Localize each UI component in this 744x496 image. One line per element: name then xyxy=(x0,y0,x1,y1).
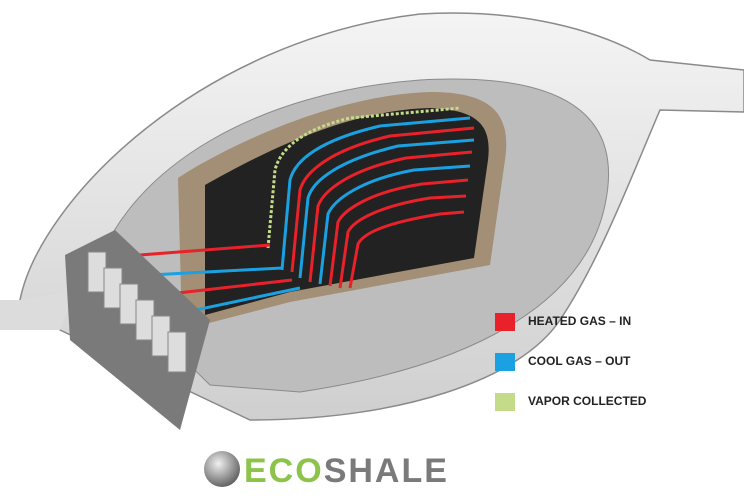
legend-label: HEATED GAS – IN xyxy=(528,314,631,328)
legend-swatch xyxy=(495,313,515,331)
trench xyxy=(65,230,210,430)
legend-label: VAPOR COLLECTED xyxy=(528,394,647,408)
logo-text: ECOSHALE xyxy=(244,452,449,490)
logo-suffix: SHALE xyxy=(324,452,449,490)
legend-swatch xyxy=(495,393,515,411)
logo-prefix: ECO xyxy=(244,452,324,490)
legend: HEATED GAS – IN COOL GAS – OUT VAPOR COLLE… xyxy=(495,313,647,411)
legend-label: COOL GAS – OUT xyxy=(528,354,631,368)
logo: ECOSHALE xyxy=(204,451,449,490)
legend-swatch xyxy=(495,353,515,371)
